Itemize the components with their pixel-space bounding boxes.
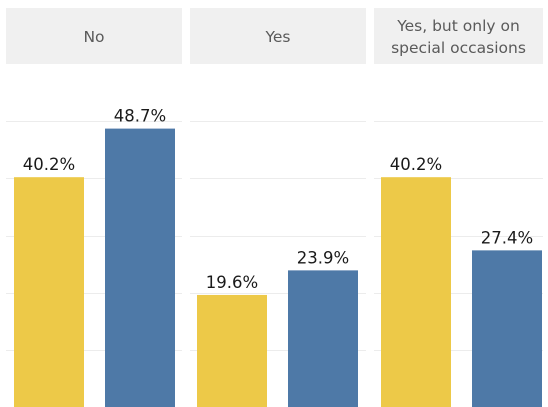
bar-value-label: 40.2%	[23, 155, 75, 174]
bar	[197, 294, 267, 407]
panel-header-bg	[6, 8, 182, 64]
bars	[14, 128, 542, 407]
bar-value-label: 40.2%	[390, 155, 442, 174]
gridlines	[6, 121, 543, 351]
bar-value-label: 23.9%	[297, 248, 349, 267]
bar-value-label: 19.6%	[206, 273, 258, 292]
bar	[14, 177, 84, 407]
bar-value-label: 48.7%	[114, 107, 166, 126]
panel-header-label: Yes, but only on	[396, 17, 520, 35]
panel-header-label: No	[83, 28, 104, 46]
data-labels: 40.2% 19.6% 40.2% 48.7% 23.9% 27.4%	[23, 107, 533, 292]
bar	[381, 177, 451, 407]
panel-header-label: Yes	[264, 28, 290, 46]
panel-header-bg	[190, 8, 366, 64]
panel-headers: No Yes Yes, but only on special occasions	[6, 8, 543, 64]
bar	[288, 270, 358, 407]
panel-header-label: special occasions	[391, 39, 526, 57]
bar	[472, 250, 542, 407]
bar-value-label: 27.4%	[481, 228, 533, 247]
bar	[105, 128, 175, 407]
panel-header-bg	[374, 8, 543, 64]
